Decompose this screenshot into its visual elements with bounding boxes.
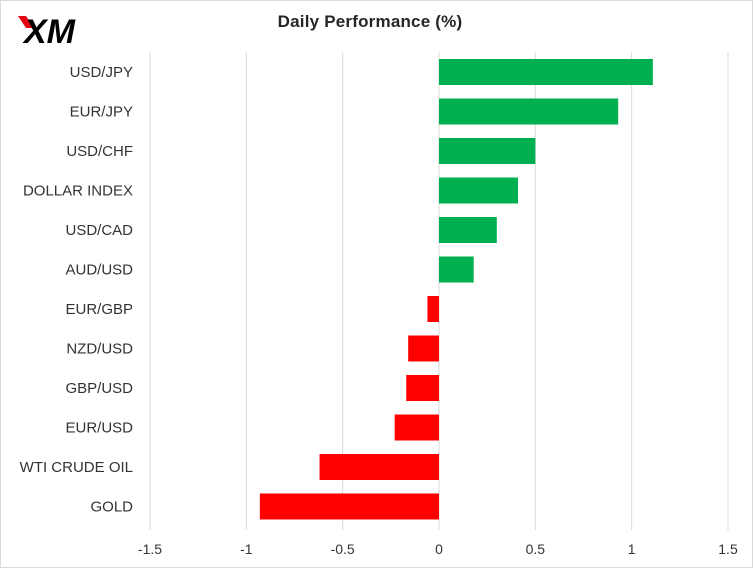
- x-tick-label: -1: [240, 541, 253, 557]
- logo-text: XM: [22, 13, 76, 48]
- bar: [319, 454, 439, 480]
- category-label: USD/CHF: [66, 143, 133, 160]
- bar: [439, 98, 619, 125]
- bar: [439, 138, 536, 164]
- category-label: USD/CAD: [65, 222, 133, 239]
- category-labels: USD/JPY EUR/JPY USD/CHF DOLLAR INDEX USD/CAD…: [20, 64, 134, 516]
- x-tick-labels: -1.5 -1 -0.5 0 0.5 1 1.5: [138, 541, 738, 557]
- gridlines: [149, 52, 729, 530]
- category-label: AUD/USD: [65, 262, 133, 279]
- x-tick-label: -1.5: [138, 541, 162, 557]
- bar: [394, 414, 439, 441]
- x-tick-label: 1.5: [718, 541, 738, 557]
- x-tick-label: 0: [435, 541, 443, 557]
- bar: [439, 59, 653, 85]
- bar: [408, 335, 439, 362]
- bar: [439, 177, 518, 204]
- category-label: DOLLAR INDEX: [23, 183, 133, 200]
- bar: [259, 493, 439, 520]
- bar: [406, 375, 439, 401]
- bars: [259, 59, 653, 520]
- x-tick-label: -0.5: [331, 541, 355, 557]
- category-label: WTI CRUDE OIL: [20, 459, 133, 476]
- category-label: EUR/JPY: [70, 104, 133, 121]
- logo-red-accent: [18, 16, 34, 28]
- category-label: GOLD: [90, 499, 133, 516]
- bar: [439, 217, 497, 243]
- chart-title: Daily Performance (%): [277, 12, 463, 31]
- bar: [427, 296, 439, 322]
- x-tick-label: 0.5: [526, 541, 546, 557]
- x-tick-label: 1: [628, 541, 636, 557]
- xm-logo: XM: [18, 13, 76, 48]
- category-label: EUR/GBP: [65, 301, 133, 318]
- category-label: USD/JPY: [70, 64, 133, 81]
- category-label: GBP/USD: [65, 380, 133, 397]
- bar: [439, 256, 474, 283]
- category-label: EUR/USD: [65, 420, 133, 437]
- category-label: NZD/USD: [66, 341, 133, 358]
